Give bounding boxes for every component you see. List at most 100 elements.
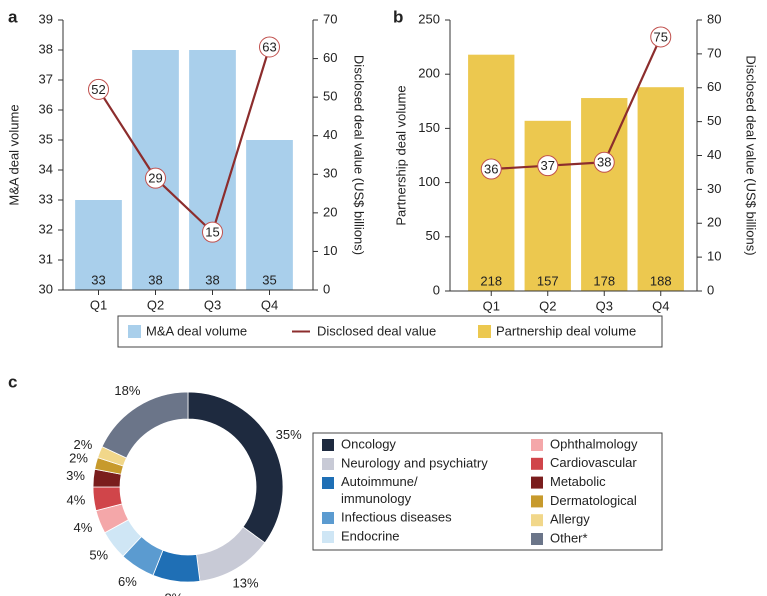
x-tick-label: Q3 xyxy=(204,297,221,312)
donut-segment xyxy=(101,391,189,459)
legend-label: Disclosed deal value xyxy=(317,323,436,338)
segment-value-label: 8% xyxy=(164,591,183,596)
x-tick-label: Q2 xyxy=(539,298,556,313)
y2-tick-label: 30 xyxy=(323,166,337,181)
y2-tick-label: 60 xyxy=(707,79,721,94)
bar-value-label: 218 xyxy=(480,273,502,288)
y2-tick-label: 10 xyxy=(323,243,337,258)
line-point xyxy=(480,158,502,180)
line-point xyxy=(202,221,223,243)
line-point xyxy=(537,155,559,177)
y2-axis-label: Disclosed deal value (US$ billions) xyxy=(744,55,759,255)
donut-segment xyxy=(187,391,284,544)
legend-box xyxy=(312,432,663,551)
legend-swatch xyxy=(531,514,543,527)
segment-value-label: 4% xyxy=(74,520,93,535)
legend-label: Infectious diseases xyxy=(341,509,452,524)
y2-tick-label: 50 xyxy=(707,113,721,128)
segment-value-label: 4% xyxy=(66,493,85,508)
bar xyxy=(75,200,122,290)
y2-axis-label: Disclosed deal value (US$ billions) xyxy=(352,55,367,255)
line-point xyxy=(593,151,615,173)
legend-swatch xyxy=(322,477,334,489)
line-point xyxy=(88,78,109,100)
y-tick-label: 200 xyxy=(418,66,440,81)
y2-tick-label: 40 xyxy=(323,127,337,142)
x-tick-label: Q4 xyxy=(261,297,278,312)
legend-box xyxy=(117,315,663,348)
y-tick-label: 150 xyxy=(418,120,440,135)
segment-value-label: 6% xyxy=(118,574,137,589)
segment-value-label: 3% xyxy=(66,468,85,483)
x-tick-label: Q4 xyxy=(652,298,669,313)
y2-tick-label: 0 xyxy=(323,281,330,296)
y2-tick-label: 40 xyxy=(707,147,721,162)
bar-value-label: 157 xyxy=(537,273,559,288)
line-point xyxy=(650,26,672,48)
point-value-label: 36 xyxy=(484,161,498,176)
bar-value-label: 178 xyxy=(593,273,615,288)
legend-label: Ophthalmology xyxy=(550,436,638,451)
legend-swatch xyxy=(531,533,543,545)
legend-label: Neurology and psychiatry xyxy=(341,455,488,470)
y2-tick-label: 60 xyxy=(323,50,337,65)
y2-tick-label: 0 xyxy=(707,282,714,297)
panel-label: b xyxy=(393,7,403,26)
y2-tick-label: 80 xyxy=(707,11,721,26)
legend-label: Metabolic xyxy=(550,474,606,489)
legend-swatch xyxy=(478,325,491,338)
legend-swatch xyxy=(322,458,334,470)
legend-swatch xyxy=(531,457,543,470)
y2-tick-label: 50 xyxy=(323,89,337,104)
segment-value-label: 35% xyxy=(276,427,302,442)
y-tick-label: 34 xyxy=(39,161,53,176)
segment-value-label: 2% xyxy=(74,437,93,452)
panel-label: a xyxy=(8,7,18,26)
bar xyxy=(524,120,571,291)
point-value-label: 29 xyxy=(148,171,162,186)
legend-label: Oncology xyxy=(341,436,396,451)
legend-label: Cardiovascular xyxy=(550,455,637,470)
point-value-label: 38 xyxy=(597,155,611,170)
y-tick-label: 33 xyxy=(39,191,53,206)
point-value-label: 63 xyxy=(262,39,276,54)
bar-value-label: 38 xyxy=(148,272,162,287)
y2-tick-label: 70 xyxy=(323,11,337,26)
point-value-label: 37 xyxy=(541,158,555,173)
segment-value-label: 13% xyxy=(233,576,259,591)
y-tick-label: 31 xyxy=(39,251,53,266)
legend-label: Allergy xyxy=(550,512,590,527)
y-tick-label: 36 xyxy=(39,101,53,116)
bar-value-label: 35 xyxy=(262,272,276,287)
panel-label: c xyxy=(8,372,17,391)
line-point xyxy=(145,167,166,189)
y-tick-label: 37 xyxy=(39,71,53,86)
y-tick-label: 30 xyxy=(39,281,53,296)
y-tick-label: 100 xyxy=(418,174,440,189)
bar xyxy=(189,50,236,290)
bar xyxy=(246,140,293,290)
legend-swatch xyxy=(322,439,334,451)
point-value-label: 15 xyxy=(205,225,219,240)
point-value-label: 75 xyxy=(654,29,668,44)
y-axis-label: M&A deal volume xyxy=(6,104,21,205)
y-axis-label: Partnership deal volume xyxy=(393,85,408,225)
bar xyxy=(637,87,684,291)
point-value-label: 52 xyxy=(91,82,105,97)
legend-swatch xyxy=(531,439,543,451)
y-tick-label: 39 xyxy=(39,11,53,26)
bar-value-label: 38 xyxy=(205,272,219,287)
y-tick-label: 35 xyxy=(39,131,53,146)
x-tick-label: Q2 xyxy=(147,297,164,312)
legend-swatch xyxy=(531,495,543,508)
legend-label: M&A deal volume xyxy=(146,323,247,338)
bar-value-label: 33 xyxy=(91,272,105,287)
y-tick-label: 250 xyxy=(418,11,440,26)
legend-swatch xyxy=(531,476,543,489)
line-series xyxy=(491,36,662,171)
line-point xyxy=(259,36,280,58)
y2-tick-label: 70 xyxy=(707,45,721,60)
legend-swatch xyxy=(322,512,334,524)
bar-value-label: 188 xyxy=(650,273,672,288)
